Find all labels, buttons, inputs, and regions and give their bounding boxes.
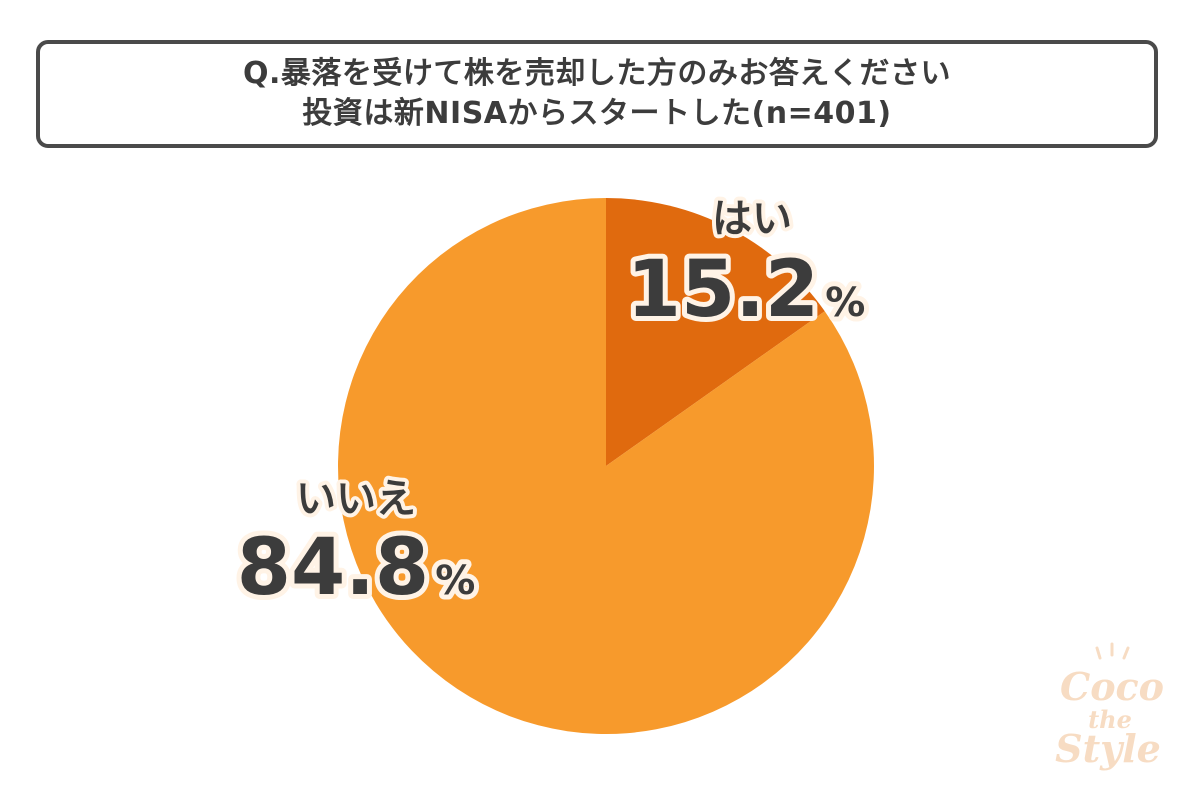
pie-slice-no: [338, 198, 875, 734]
slice-value-no: 84.8%: [237, 523, 476, 613]
question-title-box: Q.暴落を受けて株を売却した方のみお答えください 投資は新NISAからスタートし…: [36, 40, 1158, 148]
pie-slice-yes: [606, 198, 825, 466]
watermark-sparkle: [1095, 646, 1102, 660]
watermark-word: Style: [1055, 726, 1161, 771]
question-title-line1: Q.暴落を受けて株を売却した方のみお答えください: [243, 56, 951, 91]
pie-slices: [338, 198, 875, 734]
slice-label-yes: はい: [712, 196, 792, 242]
question-title-line2: 投資は新NISAからスタートした(n=401): [302, 96, 892, 131]
slice-label-no: いいえ: [296, 476, 416, 522]
watermark-word: the: [1088, 705, 1132, 734]
watermark-sparkle: [1122, 646, 1130, 660]
slice-value-yes: 15.2%: [627, 245, 866, 335]
watermark-word: Coco: [1060, 664, 1164, 709]
